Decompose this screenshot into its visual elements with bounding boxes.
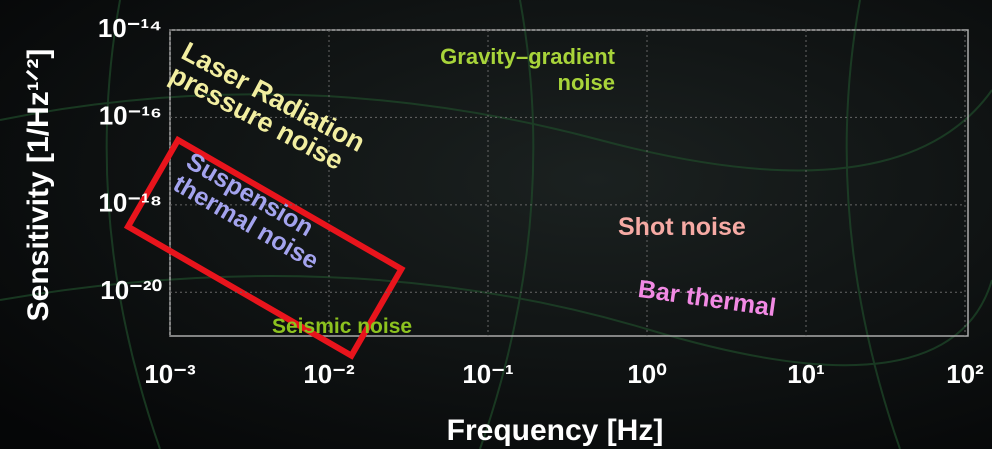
y-tick-label: 10⁻¹⁸ xyxy=(98,188,162,218)
x-axis-label: Frequency [Hz] xyxy=(447,414,664,447)
series-label: Shot noise xyxy=(618,213,746,241)
x-tick-label: 10⁻¹ xyxy=(462,359,513,389)
x-tick-label: 10⁰ xyxy=(627,359,666,389)
y-axis-label: Sensitivity [1/Hz¹ᐟ²] xyxy=(22,49,55,322)
x-tick-label: 10¹ xyxy=(787,359,825,389)
series-label: Seismic noise xyxy=(272,315,413,338)
y-tick-label: 10⁻²⁰ xyxy=(100,275,162,305)
series-label: Gravity–gradient noise xyxy=(440,44,615,95)
x-tick-label: 10² xyxy=(946,359,984,389)
x-tick-label: 10⁻³ xyxy=(144,359,196,389)
plot-frame xyxy=(169,29,969,337)
highlight-box xyxy=(123,135,406,360)
y-tick-label: 10⁻¹⁶ xyxy=(99,100,162,130)
y-tick-label: 10⁻¹⁴ xyxy=(98,13,162,43)
x-tick-label: 10⁻² xyxy=(303,359,355,389)
